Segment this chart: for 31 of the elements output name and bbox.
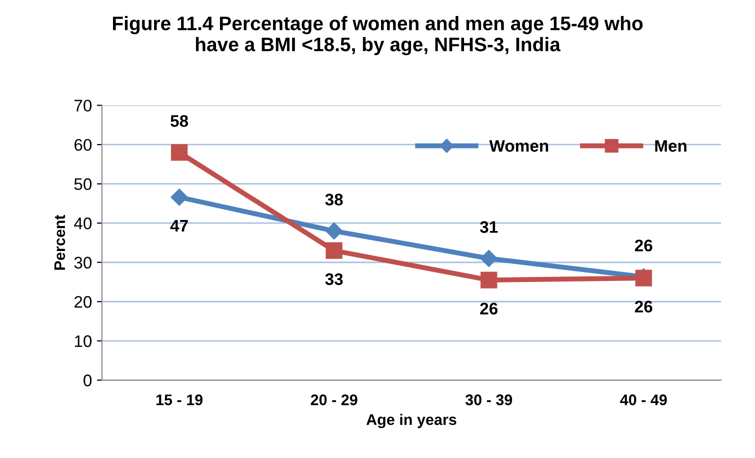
x-axis-title: Age in years [366,414,456,428]
data-label: 38 [325,194,343,206]
point [326,242,342,259]
data-label: 26 [480,302,498,314]
y-tick-label: 40 [74,218,92,230]
x-tick-label: 30 - 39 [465,394,512,406]
y-tick-label: 0 [84,374,92,386]
y-tick-label: 60 [74,139,92,151]
data-label: 47 [170,220,188,232]
point [326,222,343,240]
y-tick-label: 70 [74,100,92,112]
chart-title: Figure 11.4 Percentage of women and men age 15-49 who have a BMI <18.5, by age, NFHS-3, India [112,16,643,56]
point [170,188,188,206]
data-label: 33 [325,273,343,286]
x-tick-label: 40 - 49 [620,394,667,406]
point [480,272,498,288]
x-tick-label: 15 - 19 [156,394,203,406]
data-label: 31 [480,221,498,233]
data-label: 58 [170,115,188,127]
data-label: 26 [634,300,652,313]
legend-label: Men [655,140,686,152]
x-tick-label: 20 - 29 [310,394,358,406]
y-tick-label: 30 [74,256,92,269]
y-tick-label: 10 [74,335,92,348]
point [170,144,188,161]
y-axis-title: Percent [54,214,66,270]
point [480,250,498,267]
y-tick-label: 20 [74,296,92,308]
data-label: 26 [634,240,652,252]
legend-label: Women [489,140,548,152]
y-tick-label: 50 [74,178,92,190]
